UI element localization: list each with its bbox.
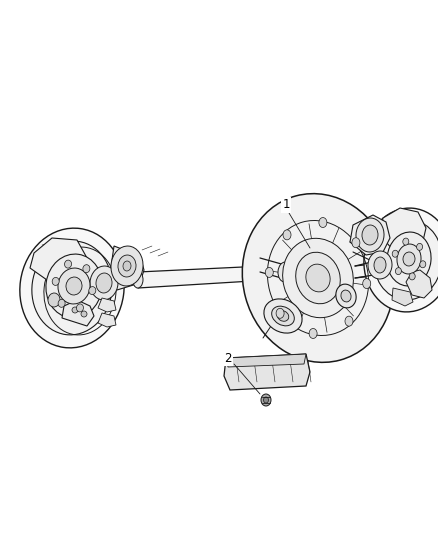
Polygon shape [62,300,94,326]
Polygon shape [392,288,413,306]
Ellipse shape [123,261,131,271]
Polygon shape [350,215,390,255]
Ellipse shape [362,225,378,245]
Ellipse shape [89,287,96,295]
Ellipse shape [403,252,415,266]
Ellipse shape [277,311,289,321]
Ellipse shape [278,262,292,282]
Ellipse shape [341,290,351,302]
Ellipse shape [133,272,143,288]
Text: 1: 1 [282,198,290,212]
Ellipse shape [111,246,143,286]
Ellipse shape [336,284,356,308]
Ellipse shape [352,238,360,248]
Ellipse shape [242,193,394,362]
Ellipse shape [77,304,84,312]
Ellipse shape [276,308,284,318]
Ellipse shape [48,293,60,307]
Text: 1: 1 [282,198,290,212]
Ellipse shape [409,273,415,280]
Ellipse shape [72,307,78,313]
Ellipse shape [20,228,124,348]
Ellipse shape [309,328,317,338]
Ellipse shape [296,252,340,304]
Ellipse shape [81,311,87,317]
Ellipse shape [261,394,271,406]
Polygon shape [355,262,390,278]
Ellipse shape [374,220,438,300]
Ellipse shape [368,251,392,279]
Ellipse shape [83,265,90,273]
Ellipse shape [392,250,398,257]
Ellipse shape [58,268,90,304]
Polygon shape [226,354,306,367]
Polygon shape [224,354,310,390]
Ellipse shape [396,268,401,274]
Ellipse shape [264,397,268,403]
Ellipse shape [272,306,294,326]
Ellipse shape [96,273,112,293]
Ellipse shape [52,277,59,285]
Text: 2: 2 [224,351,232,365]
Ellipse shape [58,300,65,308]
Ellipse shape [283,230,291,240]
Ellipse shape [90,266,118,300]
Ellipse shape [397,244,421,274]
Ellipse shape [345,316,353,326]
Polygon shape [98,313,116,327]
Polygon shape [406,270,432,298]
Ellipse shape [265,268,273,278]
Polygon shape [138,265,285,288]
Ellipse shape [374,257,386,273]
Ellipse shape [264,299,302,333]
Ellipse shape [356,218,384,252]
Polygon shape [110,246,144,290]
Ellipse shape [118,255,136,277]
Ellipse shape [64,260,71,268]
Polygon shape [380,208,426,252]
Ellipse shape [32,241,112,335]
Polygon shape [30,238,87,283]
Text: 2: 2 [224,351,232,365]
Ellipse shape [364,208,438,312]
Ellipse shape [420,261,426,268]
Ellipse shape [363,279,371,288]
Ellipse shape [403,238,409,245]
Polygon shape [98,298,116,312]
Ellipse shape [417,244,423,251]
Ellipse shape [46,254,102,318]
Ellipse shape [283,238,353,318]
Ellipse shape [387,232,431,286]
Ellipse shape [66,277,82,295]
Ellipse shape [319,217,327,228]
Ellipse shape [306,264,330,292]
